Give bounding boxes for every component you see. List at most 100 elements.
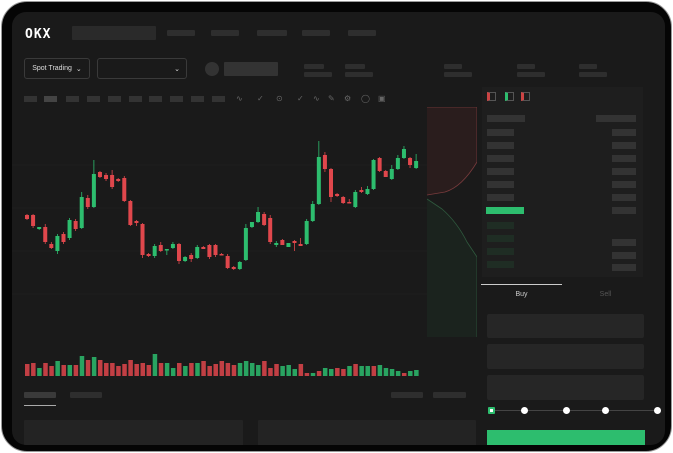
orderbook-bid-row[interactable] [487, 261, 514, 268]
chart-type-icon[interactable]: ⊙ [276, 94, 283, 103]
candle-body [335, 194, 340, 196]
volume-bar [395, 371, 401, 376]
candle-body [310, 204, 315, 221]
filter-button[interactable] [391, 392, 423, 398]
candle-body [49, 244, 54, 248]
orderbook-header [487, 115, 525, 122]
orderbook-ask-row[interactable] [612, 181, 636, 188]
volume-bar [152, 354, 158, 376]
slider-step-50[interactable] [563, 407, 570, 414]
sell-tab[interactable]: Sell [599, 291, 612, 298]
volume-bar [341, 369, 346, 376]
search-bar[interactable] [72, 26, 156, 40]
indicator-icon[interactable]: ∿ [236, 94, 243, 103]
volume-bar [164, 363, 170, 376]
interval-button[interactable] [66, 96, 79, 102]
slider-step-100[interactable] [654, 407, 661, 414]
filter-button[interactable] [433, 392, 466, 398]
interval-button[interactable] [191, 96, 204, 102]
buy-tab[interactable]: Buy [481, 284, 562, 302]
volume-bar [55, 361, 60, 376]
camera-icon[interactable]: ◯ [361, 94, 370, 103]
candle-body [177, 244, 181, 261]
volume-bar [91, 357, 97, 376]
price-input[interactable] [487, 314, 644, 338]
orderbook-ask-row[interactable] [487, 155, 514, 162]
interval-button[interactable] [108, 96, 121, 102]
orderbook-bid-row[interactable] [487, 235, 514, 242]
volume-bar [316, 371, 322, 376]
candle-body [249, 222, 254, 227]
candle-body [383, 171, 388, 177]
interval-button[interactable] [44, 96, 57, 102]
market-type-dropdown[interactable]: Spot Trading ⌄ [24, 58, 90, 79]
orderbook-bid-row[interactable] [487, 248, 514, 255]
nav-item[interactable] [211, 30, 239, 36]
orderbook-asks-icon[interactable] [521, 92, 530, 101]
candle-body [55, 236, 60, 251]
slider-step-75[interactable] [602, 407, 609, 414]
interval-button[interactable] [129, 96, 142, 102]
amount-input[interactable] [487, 344, 644, 369]
candle-body [140, 224, 145, 255]
volume-bar [243, 361, 249, 376]
orderbook-ask-row[interactable] [487, 142, 514, 149]
orderbook-bid-row[interactable] [612, 264, 636, 271]
buy-button[interactable] [487, 430, 645, 445]
orderbook-both-icon[interactable] [487, 92, 496, 101]
orderbook-ask-row[interactable] [612, 207, 636, 214]
draw-line-icon[interactable]: ∿ [313, 94, 320, 103]
orderbook-bids-icon[interactable] [505, 92, 514, 101]
orderbook-bid-row[interactable] [612, 252, 636, 259]
orderbook-ask-row[interactable] [612, 194, 636, 201]
pair-select-dropdown[interactable]: ⌄ [97, 58, 187, 79]
nav-item[interactable] [257, 30, 287, 36]
orderbook-ask-row[interactable] [487, 194, 514, 201]
orderbook-ask-row[interactable] [487, 129, 514, 136]
nav-item[interactable] [348, 30, 376, 36]
amount-slider-track[interactable] [492, 410, 657, 411]
orderbook-ask-row[interactable] [487, 181, 514, 188]
candle-body [110, 175, 115, 187]
candle-body [414, 161, 419, 168]
candle-body [91, 174, 96, 207]
interval-button[interactable] [212, 96, 225, 102]
volume-bar [280, 366, 285, 376]
volume-bar [61, 365, 66, 376]
pencil-icon[interactable]: ✎ [328, 94, 335, 103]
chevron-down-icon[interactable]: ✓ [297, 94, 304, 103]
volume-bar [189, 363, 194, 376]
chevron-down-icon: ⌄ [174, 65, 180, 73]
slider-step-25[interactable] [521, 407, 528, 414]
orderbook-ask-row[interactable] [487, 168, 514, 175]
total-input[interactable] [487, 375, 644, 400]
orderbook-ask-row[interactable] [612, 168, 636, 175]
tab-open-orders[interactable] [24, 392, 56, 398]
volume-bar [134, 364, 139, 376]
nav-item[interactable] [302, 30, 330, 36]
orderbook-ask-row[interactable] [612, 129, 636, 136]
volume-bar [170, 368, 176, 376]
slider-handle[interactable] [488, 407, 495, 414]
volume-bar [268, 368, 273, 376]
orderbook-last-price[interactable] [486, 207, 524, 214]
nav-item[interactable] [167, 30, 195, 36]
stat [345, 64, 365, 69]
orderbook-ask-row[interactable] [612, 142, 636, 149]
candle-body [122, 178, 127, 201]
fullscreen-icon[interactable]: ▣ [378, 94, 386, 103]
orderbook-bid-row[interactable] [487, 222, 514, 229]
candle-body [37, 227, 42, 229]
chevron-down-icon[interactable]: ✓ [257, 94, 264, 103]
candle-body [31, 215, 36, 226]
candle-body [25, 215, 29, 219]
candlestick-chart[interactable] [12, 107, 477, 382]
orderbook-bid-row[interactable] [612, 239, 636, 246]
interval-button[interactable] [24, 96, 37, 102]
interval-button[interactable] [87, 96, 100, 102]
tab-history[interactable] [70, 392, 102, 398]
orderbook-ask-row[interactable] [612, 155, 636, 162]
interval-button[interactable] [170, 96, 183, 102]
interval-button[interactable] [149, 96, 162, 102]
settings-icon[interactable]: ⚙ [344, 94, 352, 103]
